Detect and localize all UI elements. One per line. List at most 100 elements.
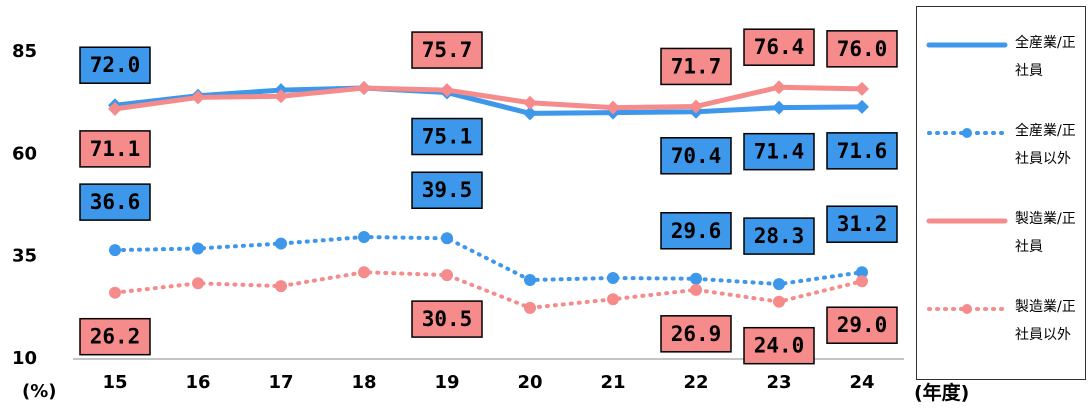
legend-entry: 全産業/正社員以外: [925, 117, 1085, 177]
legend-label: 製造業/正社員: [1015, 211, 1076, 255]
value-label: 71.1: [90, 137, 141, 161]
point: [441, 232, 453, 245]
value-label: 72.0: [90, 53, 141, 77]
value-label-box: [79, 183, 151, 221]
series-line: [112, 85, 865, 116]
point: [109, 286, 121, 299]
point: [772, 80, 786, 95]
legend-entry: 製造業/正社員: [925, 205, 1085, 265]
x-tick-label: 22: [683, 372, 708, 393]
point: [773, 295, 785, 308]
legend-entry: 全産業/正社員: [925, 29, 1085, 89]
value-label-box: [743, 217, 815, 255]
point: [358, 266, 370, 279]
value-label-box: [79, 46, 151, 84]
value-label-box: [79, 317, 151, 356]
value-label: 70.4: [671, 144, 722, 168]
legend-marker: [962, 304, 972, 314]
point: [607, 293, 619, 306]
point: [108, 101, 122, 116]
value-label: 36.6: [90, 190, 141, 214]
value-label-box: [660, 47, 732, 86]
legend-swatch: [926, 42, 1008, 48]
point: [606, 100, 620, 115]
point: [524, 273, 536, 286]
value-label-box: [411, 117, 483, 156]
x-tick-label: 18: [351, 372, 376, 393]
x-tick-label: 21: [600, 372, 625, 393]
series-line: [112, 84, 865, 112]
chart: (%) 10 35 60 85 15 16 17 18 19 20 21 22 23 24 72.0 75.1…: [12, 28, 904, 402]
y-tick-label: 35: [12, 246, 37, 267]
point: [855, 99, 869, 114]
point: [523, 95, 537, 110]
value-label: 39.5: [422, 178, 473, 202]
value-label-box: [79, 130, 151, 168]
value-label-box: [826, 306, 898, 344]
point: [441, 269, 453, 282]
y-tick-label: 10: [12, 348, 37, 369]
legend-marker: [962, 128, 972, 138]
value-label: 24.0: [754, 334, 805, 358]
point: [358, 231, 370, 244]
point: [689, 99, 703, 114]
value-label: 31.2: [837, 212, 888, 236]
point: [524, 301, 536, 314]
point: [191, 90, 205, 105]
value-label: 76.0: [837, 37, 888, 61]
point: [192, 242, 204, 255]
point: [109, 244, 121, 257]
value-label-box: [826, 30, 898, 68]
value-label-box: [660, 315, 732, 353]
value-label-box: [660, 137, 732, 175]
point: [773, 278, 785, 291]
legend-swatch: [926, 218, 1008, 224]
value-label: 75.1: [422, 125, 473, 149]
value-label: 29.6: [671, 219, 722, 243]
point: [856, 275, 868, 288]
point: [607, 271, 619, 284]
value-label: 28.3: [754, 224, 805, 248]
value-label: 30.5: [422, 307, 473, 331]
value-label-box: [743, 28, 815, 66]
value-label: 75.7: [422, 38, 473, 62]
y-tick-label: 85: [12, 41, 37, 62]
x-tick-label: 16: [185, 372, 210, 393]
legend-swatch: [927, 304, 1007, 314]
series-line: [113, 270, 864, 310]
point: [275, 280, 287, 293]
point: [274, 89, 288, 104]
legend-swatch: [927, 128, 1007, 138]
value-label: 71.7: [671, 54, 722, 78]
point: [855, 81, 869, 96]
value-label-box: [411, 300, 483, 338]
x-tick-label: 17: [268, 372, 293, 393]
x-tick-label: 24: [849, 372, 874, 393]
value-label: 76.4: [754, 35, 805, 59]
series-line: [113, 235, 864, 287]
point: [440, 83, 454, 98]
point: [357, 81, 371, 96]
point: [523, 106, 537, 121]
value-label-box: [411, 31, 483, 69]
legend-entry: 製造業/正社員以外: [925, 293, 1085, 353]
value-label-box: [743, 132, 815, 171]
point: [856, 266, 868, 279]
x-tick-label: 23: [766, 372, 791, 393]
x-tick-label: 20: [517, 372, 542, 393]
point: [690, 272, 702, 285]
y-tick-label: 60: [12, 143, 37, 164]
value-label-box: [826, 205, 898, 243]
x-tick-label: 15: [102, 372, 127, 393]
value-label: 29.0: [837, 313, 888, 337]
value-label: 71.4: [754, 140, 805, 164]
value-label-box: [660, 212, 732, 250]
point: [690, 283, 702, 296]
legend-label: 全産業/正社員: [1015, 35, 1076, 79]
value-label-box: [411, 171, 483, 209]
legend: 全産業/正社員全産業/正社員以外製造業/正社員製造業/正社員以外: [916, 6, 1086, 380]
x-axis-label: (年度): [914, 382, 970, 404]
point: [275, 237, 287, 250]
point: [772, 100, 786, 115]
value-label-box: [826, 132, 898, 170]
